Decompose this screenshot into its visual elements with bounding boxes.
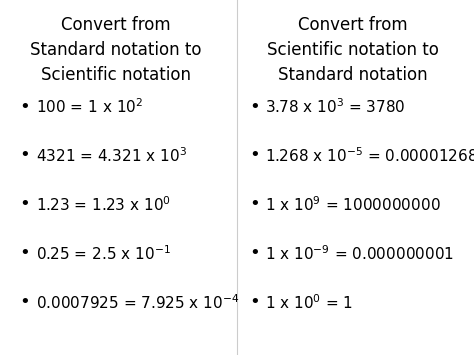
Text: 1 x 10$^{0}$ = 1: 1 x 10$^{0}$ = 1	[265, 293, 354, 312]
Text: •: •	[249, 196, 260, 213]
Text: •: •	[249, 294, 260, 311]
Text: •: •	[19, 147, 30, 164]
Text: 1 x 10$^{-9}$ = 0.000000001: 1 x 10$^{-9}$ = 0.000000001	[265, 244, 455, 263]
Text: •: •	[19, 196, 30, 213]
Text: •: •	[19, 98, 30, 115]
Text: •: •	[19, 245, 30, 262]
Text: •: •	[249, 245, 260, 262]
Text: Convert from
Scientific notation to
Standard notation: Convert from Scientific notation to Stan…	[267, 16, 439, 84]
Text: 1.23 = 1.23 x 10$^{0}$: 1.23 = 1.23 x 10$^{0}$	[36, 195, 171, 214]
Text: •: •	[249, 147, 260, 164]
Text: 1 x 10$^{9}$ = 1000000000: 1 x 10$^{9}$ = 1000000000	[265, 195, 441, 214]
Text: •: •	[19, 294, 30, 311]
Text: Convert from
Standard notation to
Scientific notation: Convert from Standard notation to Scient…	[30, 16, 202, 84]
Text: 0.25 = 2.5 x 10$^{-1}$: 0.25 = 2.5 x 10$^{-1}$	[36, 244, 170, 263]
Text: 1.268 x 10$^{-5}$ = 0.00001268: 1.268 x 10$^{-5}$ = 0.00001268	[265, 146, 474, 165]
Text: 4321 = 4.321 x 10$^{3}$: 4321 = 4.321 x 10$^{3}$	[36, 146, 187, 165]
Text: 0.0007925 = 7.925 x 10$^{-4}$: 0.0007925 = 7.925 x 10$^{-4}$	[36, 293, 239, 312]
Text: 3.78 x 10$^{3}$ = 3780: 3.78 x 10$^{3}$ = 3780	[265, 97, 406, 116]
Text: •: •	[249, 98, 260, 115]
Text: 100 = 1 x 10$^{2}$: 100 = 1 x 10$^{2}$	[36, 97, 143, 116]
